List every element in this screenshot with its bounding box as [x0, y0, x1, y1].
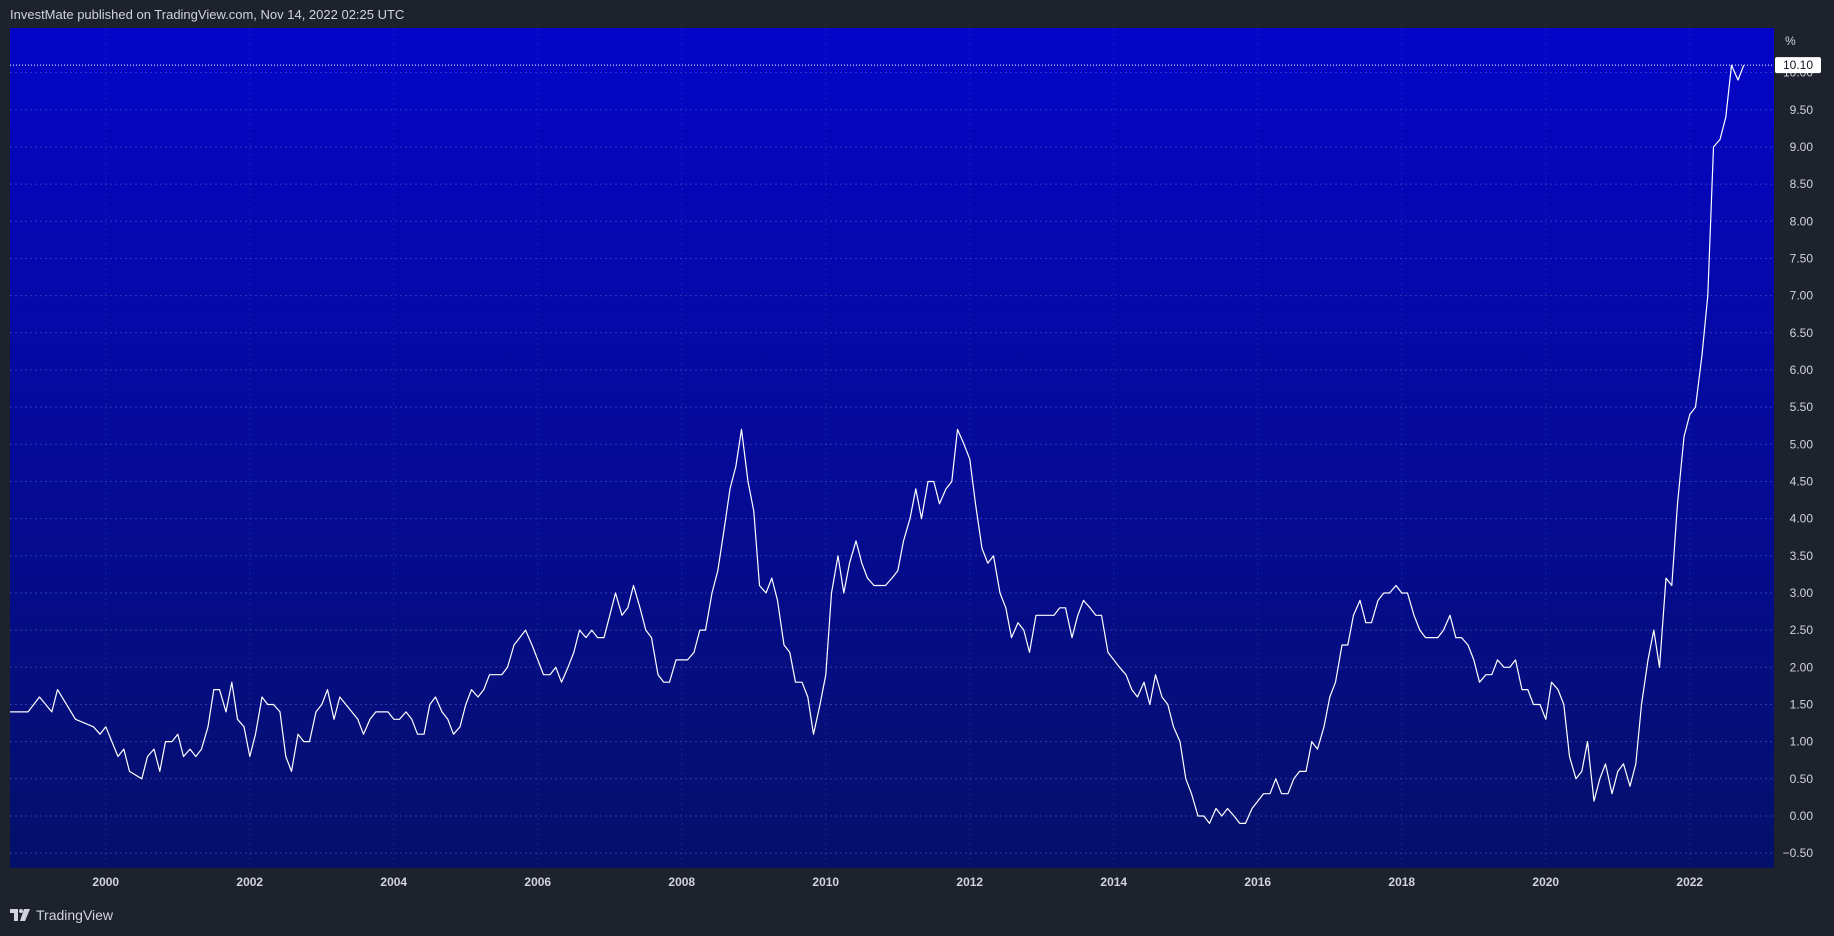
- y-tick-label: 8.50: [1790, 177, 1814, 191]
- y-tick-label: 6.50: [1790, 326, 1814, 340]
- x-tick-label: 2010: [812, 875, 839, 889]
- tradingview-brand[interactable]: TradingView: [10, 907, 113, 923]
- y-tick-label: 7.50: [1790, 251, 1814, 265]
- y-tick-label: 2.00: [1790, 660, 1814, 674]
- y-tick-label: 3.50: [1790, 549, 1814, 563]
- series-layer: [10, 64, 1745, 824]
- x-tick-label: 2002: [236, 875, 263, 889]
- y-tick-label: 9.00: [1790, 140, 1814, 154]
- last-value-marker: 10.10: [10, 57, 1821, 74]
- y-tick-label: 0.50: [1790, 772, 1814, 786]
- price-scale-background[interactable]: [1774, 28, 1824, 868]
- y-tick-label: 9.50: [1790, 103, 1814, 117]
- time-axis[interactable]: 2000 2002 2004 2006 2008 2010 2012 2014 2016 2018…: [92, 875, 1703, 889]
- y-tick-label: 1.00: [1790, 735, 1814, 749]
- y-tick-label: 3.00: [1790, 586, 1814, 600]
- x-tick-label: 2018: [1388, 875, 1415, 889]
- publisher-attribution: InvestMate published on TradingView.com,…: [10, 7, 405, 22]
- last-value-badge: [1775, 57, 1821, 74]
- x-tick-label: 2016: [1244, 875, 1271, 889]
- grid-lines: [10, 28, 1774, 868]
- y-tick-label: 4.00: [1790, 512, 1814, 526]
- x-tick-label: 2012: [956, 875, 983, 889]
- x-tick-label: 2008: [668, 875, 695, 889]
- plot-background: [10, 28, 1774, 868]
- y-tick-label: 0.00: [1790, 809, 1814, 823]
- last-value-label: 10.10: [1783, 58, 1813, 72]
- x-tick-label: 2000: [92, 875, 119, 889]
- x-tick-label: 2022: [1676, 875, 1703, 889]
- brand-label: TradingView: [36, 907, 114, 923]
- x-tick-label: 2020: [1532, 875, 1559, 889]
- time-scale-background[interactable]: [10, 868, 1774, 896]
- series-line: [10, 64, 1745, 824]
- y-tick-label: 1.50: [1790, 697, 1814, 711]
- x-tick-label: 2004: [380, 875, 407, 889]
- unit-label: %: [1785, 34, 1796, 48]
- y-tick-label: 6.00: [1790, 363, 1814, 377]
- tradingview-logo-icon: [10, 909, 30, 921]
- y-tick-label: 4.50: [1790, 474, 1814, 488]
- y-tick-label: 2.50: [1790, 623, 1814, 637]
- y-tick-label: −0.50: [1783, 846, 1814, 860]
- y-tick-label: 7.00: [1790, 289, 1814, 303]
- y-tick-label: 5.50: [1790, 400, 1814, 414]
- x-tick-label: 2014: [1100, 875, 1127, 889]
- y-tick-label: 8.00: [1790, 214, 1814, 228]
- x-tick-label: 2006: [524, 875, 551, 889]
- y-tick-label: 5.00: [1790, 437, 1814, 451]
- price-axis[interactable]: −0.50 0.00 0.50 1.00 1.50 2.00 2.50 3.00 3.50 4.0…: [1783, 66, 1814, 861]
